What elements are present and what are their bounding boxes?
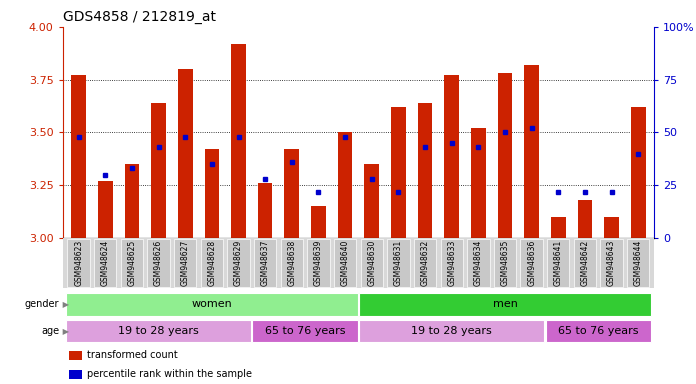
- Text: age: age: [41, 326, 59, 336]
- Bar: [205, 149, 219, 238]
- FancyBboxPatch shape: [494, 239, 516, 287]
- Text: GSM948630: GSM948630: [367, 240, 377, 286]
- Text: ▶: ▶: [60, 300, 69, 309]
- Bar: [125, 164, 139, 238]
- Bar: [524, 65, 539, 238]
- Bar: [604, 217, 619, 238]
- Text: gender: gender: [24, 299, 59, 310]
- Text: GSM948625: GSM948625: [127, 240, 136, 286]
- Text: 19 to 28 years: 19 to 28 years: [411, 326, 492, 336]
- Text: GSM948640: GSM948640: [340, 240, 349, 286]
- FancyBboxPatch shape: [547, 239, 569, 287]
- Text: GSM948635: GSM948635: [500, 240, 509, 286]
- Text: 19 to 28 years: 19 to 28 years: [118, 326, 199, 336]
- Text: percentile rank within the sample: percentile rank within the sample: [88, 369, 253, 379]
- Text: GSM948641: GSM948641: [554, 240, 563, 286]
- Text: GSM948634: GSM948634: [474, 240, 483, 286]
- Text: GSM948642: GSM948642: [580, 240, 590, 286]
- Text: transformed count: transformed count: [88, 350, 178, 360]
- Bar: [359, 293, 651, 316]
- Text: GSM948631: GSM948631: [394, 240, 403, 286]
- Text: GSM948639: GSM948639: [314, 240, 323, 286]
- Bar: [359, 320, 544, 343]
- FancyBboxPatch shape: [521, 239, 543, 287]
- FancyBboxPatch shape: [387, 239, 410, 287]
- Text: GSM948628: GSM948628: [207, 240, 216, 286]
- Text: GSM948626: GSM948626: [154, 240, 163, 286]
- Bar: [285, 149, 299, 238]
- Text: GSM948643: GSM948643: [607, 240, 616, 286]
- Text: GSM948624: GSM948624: [101, 240, 110, 286]
- Text: GSM948636: GSM948636: [527, 240, 536, 286]
- FancyBboxPatch shape: [627, 239, 649, 287]
- Text: 65 to 76 years: 65 to 76 years: [265, 326, 345, 336]
- Bar: [631, 107, 646, 238]
- FancyBboxPatch shape: [414, 239, 436, 287]
- Bar: [63, 238, 654, 288]
- FancyBboxPatch shape: [334, 239, 356, 287]
- FancyBboxPatch shape: [441, 239, 463, 287]
- Text: GSM948633: GSM948633: [448, 240, 456, 286]
- Bar: [418, 103, 432, 238]
- Text: 65 to 76 years: 65 to 76 years: [558, 326, 638, 336]
- Bar: [253, 320, 358, 343]
- Text: men: men: [493, 299, 517, 310]
- FancyBboxPatch shape: [228, 239, 250, 287]
- Text: GDS4858 / 212819_at: GDS4858 / 212819_at: [63, 10, 216, 25]
- FancyBboxPatch shape: [254, 239, 276, 287]
- Text: women: women: [191, 299, 232, 310]
- Bar: [68, 351, 81, 360]
- FancyBboxPatch shape: [174, 239, 196, 287]
- FancyBboxPatch shape: [68, 239, 90, 287]
- FancyBboxPatch shape: [280, 239, 303, 287]
- Bar: [311, 207, 326, 238]
- Bar: [338, 132, 352, 238]
- FancyBboxPatch shape: [307, 239, 330, 287]
- Text: GSM948629: GSM948629: [234, 240, 243, 286]
- FancyBboxPatch shape: [467, 239, 489, 287]
- Bar: [578, 200, 592, 238]
- Bar: [258, 183, 273, 238]
- Text: GSM948637: GSM948637: [261, 240, 269, 286]
- FancyBboxPatch shape: [574, 239, 596, 287]
- FancyBboxPatch shape: [361, 239, 383, 287]
- Bar: [68, 370, 81, 379]
- Bar: [98, 181, 113, 238]
- Bar: [231, 44, 246, 238]
- FancyBboxPatch shape: [601, 239, 623, 287]
- Text: GSM948644: GSM948644: [634, 240, 642, 286]
- Bar: [471, 128, 486, 238]
- Bar: [391, 107, 406, 238]
- Bar: [551, 217, 566, 238]
- Bar: [178, 69, 193, 238]
- Bar: [444, 76, 459, 238]
- Text: ▶: ▶: [60, 327, 69, 336]
- Bar: [66, 320, 251, 343]
- FancyBboxPatch shape: [200, 239, 223, 287]
- Text: GSM948627: GSM948627: [181, 240, 190, 286]
- Bar: [66, 293, 358, 316]
- FancyBboxPatch shape: [148, 239, 170, 287]
- Bar: [71, 76, 86, 238]
- Bar: [498, 73, 512, 238]
- Bar: [365, 164, 379, 238]
- FancyBboxPatch shape: [94, 239, 116, 287]
- FancyBboxPatch shape: [120, 239, 143, 287]
- Text: GSM948632: GSM948632: [420, 240, 429, 286]
- Bar: [151, 103, 166, 238]
- Text: GSM948623: GSM948623: [74, 240, 83, 286]
- Text: GSM948638: GSM948638: [287, 240, 296, 286]
- Bar: [546, 320, 651, 343]
